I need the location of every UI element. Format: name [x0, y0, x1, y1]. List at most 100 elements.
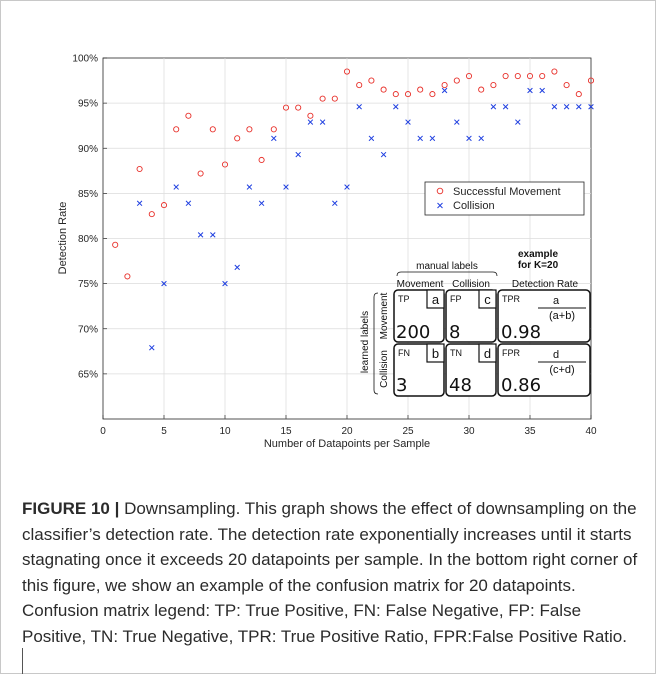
- point-successful-movement: [124, 273, 131, 280]
- cm-cell-fp: FP c 8: [445, 289, 497, 343]
- y-tick-label: 70%: [78, 324, 98, 335]
- y-tick-label: 80%: [78, 234, 98, 245]
- point-successful-movement: [417, 86, 424, 93]
- point-collision: [344, 184, 350, 190]
- cm-learned-labels: learned labels: [360, 311, 371, 373]
- point-successful-movement: [368, 77, 375, 84]
- point-collision: [539, 87, 545, 94]
- point-collision: [527, 87, 533, 94]
- cm-fn-tag: FN: [398, 348, 410, 358]
- point-collision: [149, 344, 155, 351]
- cm-manual-bracket: [396, 271, 498, 277]
- point-successful-movement: [258, 156, 265, 164]
- cm-title-line1: example: [518, 249, 558, 260]
- detection-rate-chart: 0 5 10 15 20 25 30 35 40 65% 70% 75% 80% 85% 90% 95% 100…: [57, 54, 597, 451]
- point-successful-movement: [429, 91, 436, 98]
- point-successful-movement: [209, 126, 216, 133]
- cm-fpr-tag: FPR: [502, 348, 521, 358]
- point-successful-movement: [148, 211, 155, 218]
- x-tick-label: 30: [463, 426, 475, 437]
- point-collision: [454, 119, 460, 125]
- cm-cell-tp: TP a 200: [393, 289, 445, 343]
- point-successful-movement: [270, 126, 277, 133]
- cm-cell-tn: TN d 48: [445, 343, 497, 397]
- point-collision: [283, 184, 289, 190]
- cm-tpr-num: a: [553, 295, 560, 307]
- point-collision: [161, 280, 167, 287]
- cm-fp-letter: c: [484, 292, 491, 307]
- cm-tp-tag: TP: [398, 294, 410, 304]
- tick-labels: 0 5 10 15 20 25 30 35 40 65% 70% 75% 80% 85% 90% 95% 100…: [72, 54, 597, 438]
- cm-cell-fpr: FPR d (c+d) 0.86: [497, 343, 591, 397]
- point-collision: [393, 103, 399, 110]
- cm-tn-letter: d: [484, 346, 491, 361]
- x-tick-label: 25: [402, 426, 414, 437]
- cm-col-collision: Collision: [452, 279, 490, 290]
- cm-fpr-value: 0.86: [501, 375, 541, 396]
- confusion-matrix: example for K=20 manual labels Movement …: [360, 249, 591, 397]
- y-axis-label: Detection Rate: [57, 202, 69, 275]
- legend: Successful Movement Collision: [424, 181, 585, 216]
- point-successful-movement: [112, 241, 119, 248]
- legend-label-movement: Successful Movement: [453, 186, 561, 198]
- point-successful-movement: [490, 82, 497, 89]
- cm-fn-letter: b: [432, 346, 439, 361]
- point-collision: [466, 135, 472, 142]
- x-tick-label: 40: [585, 426, 597, 437]
- point-successful-movement: [563, 82, 570, 89]
- figure-caption: FIGURE 10 | Downsampling. This graph sho…: [22, 496, 638, 649]
- point-successful-movement: [526, 73, 534, 80]
- point-collision: [258, 200, 265, 207]
- point-collision: [588, 103, 594, 110]
- cm-fn-value: 3: [396, 375, 407, 396]
- point-collision: [185, 200, 192, 207]
- cm-tp-letter: a: [432, 292, 440, 307]
- point-collision: [210, 232, 216, 238]
- point-successful-movement: [502, 73, 509, 80]
- y-tick-label: 100%: [72, 54, 98, 65]
- point-successful-movement: [331, 95, 338, 102]
- point-successful-movement: [282, 104, 290, 111]
- point-successful-movement: [478, 86, 485, 93]
- point-successful-movement: [465, 73, 473, 80]
- point-successful-movement: [453, 77, 460, 84]
- cm-cell-fn: FN b 3: [393, 343, 445, 397]
- point-successful-movement: [160, 202, 168, 209]
- point-successful-movement: [356, 82, 363, 89]
- x-tick-label: 15: [280, 426, 292, 437]
- point-successful-movement: [319, 95, 326, 102]
- legend-marker-collision: [437, 202, 443, 209]
- legend-label-collision: Collision: [453, 200, 495, 212]
- legend-marker-movement: [436, 187, 444, 195]
- cm-tpr-value: 0.98: [501, 322, 541, 343]
- caption-label: FIGURE 10 |: [22, 499, 120, 518]
- point-collision: [417, 135, 423, 142]
- point-collision: [429, 135, 436, 142]
- x-tick-label: 5: [161, 426, 167, 437]
- cm-fpr-num: d: [553, 349, 559, 361]
- data-points: [112, 68, 595, 351]
- x-tick-label: 10: [219, 426, 231, 437]
- point-successful-movement: [307, 112, 314, 119]
- point-successful-movement: [551, 68, 558, 75]
- point-collision: [563, 103, 570, 110]
- y-tick-label: 90%: [78, 144, 98, 155]
- cm-tpr-tag: TPR: [502, 294, 521, 304]
- cm-tn-tag: TN: [450, 348, 462, 358]
- point-collision: [307, 119, 314, 125]
- cm-row-collision: Collision: [379, 350, 390, 388]
- point-successful-movement: [392, 91, 399, 98]
- point-collision: [368, 135, 375, 142]
- cm-col-movement: Movement: [397, 279, 444, 290]
- x-tick-label: 0: [100, 426, 106, 437]
- cm-learned-bracket: [373, 292, 379, 395]
- point-successful-movement: [234, 135, 241, 142]
- point-collision: [478, 135, 484, 142]
- point-successful-movement: [221, 161, 229, 168]
- point-collision: [332, 200, 338, 207]
- cm-col-detection: Detection Rate: [512, 279, 579, 290]
- point-collision: [173, 184, 179, 190]
- legend-box: [424, 181, 585, 216]
- cm-tp-value: 200: [396, 322, 430, 343]
- caption-text: Downsampling. This graph shows the effec…: [22, 499, 638, 646]
